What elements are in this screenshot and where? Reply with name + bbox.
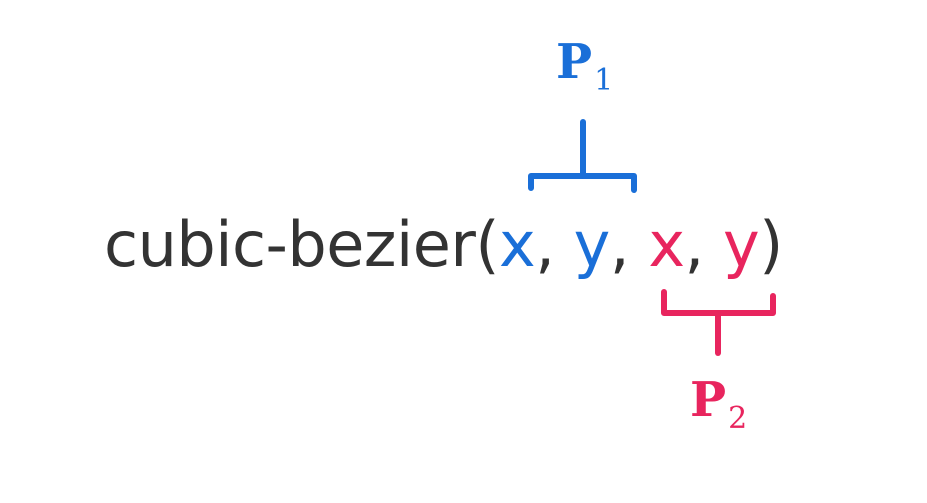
separator-3: ,	[684, 208, 705, 281]
close-paren: )	[759, 208, 783, 281]
p1-label-letter: P	[556, 34, 593, 90]
function-name: cubic-bezier	[104, 208, 476, 281]
open-paren: (	[475, 208, 500, 281]
separator-1: ,	[535, 208, 555, 281]
p1-label: P1	[556, 34, 613, 98]
p1-label-subscript: 1	[594, 63, 614, 98]
separator-2: ,	[609, 208, 630, 281]
p1-x-arg: x	[499, 208, 536, 281]
p1-y-arg: y	[573, 208, 611, 281]
p2-label-letter: P	[690, 372, 727, 428]
p2-x-arg: x	[648, 208, 685, 281]
p2-bracket	[661, 289, 776, 356]
p2-label: P2	[690, 372, 747, 436]
p2-label-subscript: 2	[728, 401, 748, 436]
cubic-bezier-expression: cubic-bezier(x, y, x, y)	[104, 205, 783, 285]
p1-bracket	[528, 119, 637, 193]
p2-y-arg: y	[722, 208, 760, 281]
